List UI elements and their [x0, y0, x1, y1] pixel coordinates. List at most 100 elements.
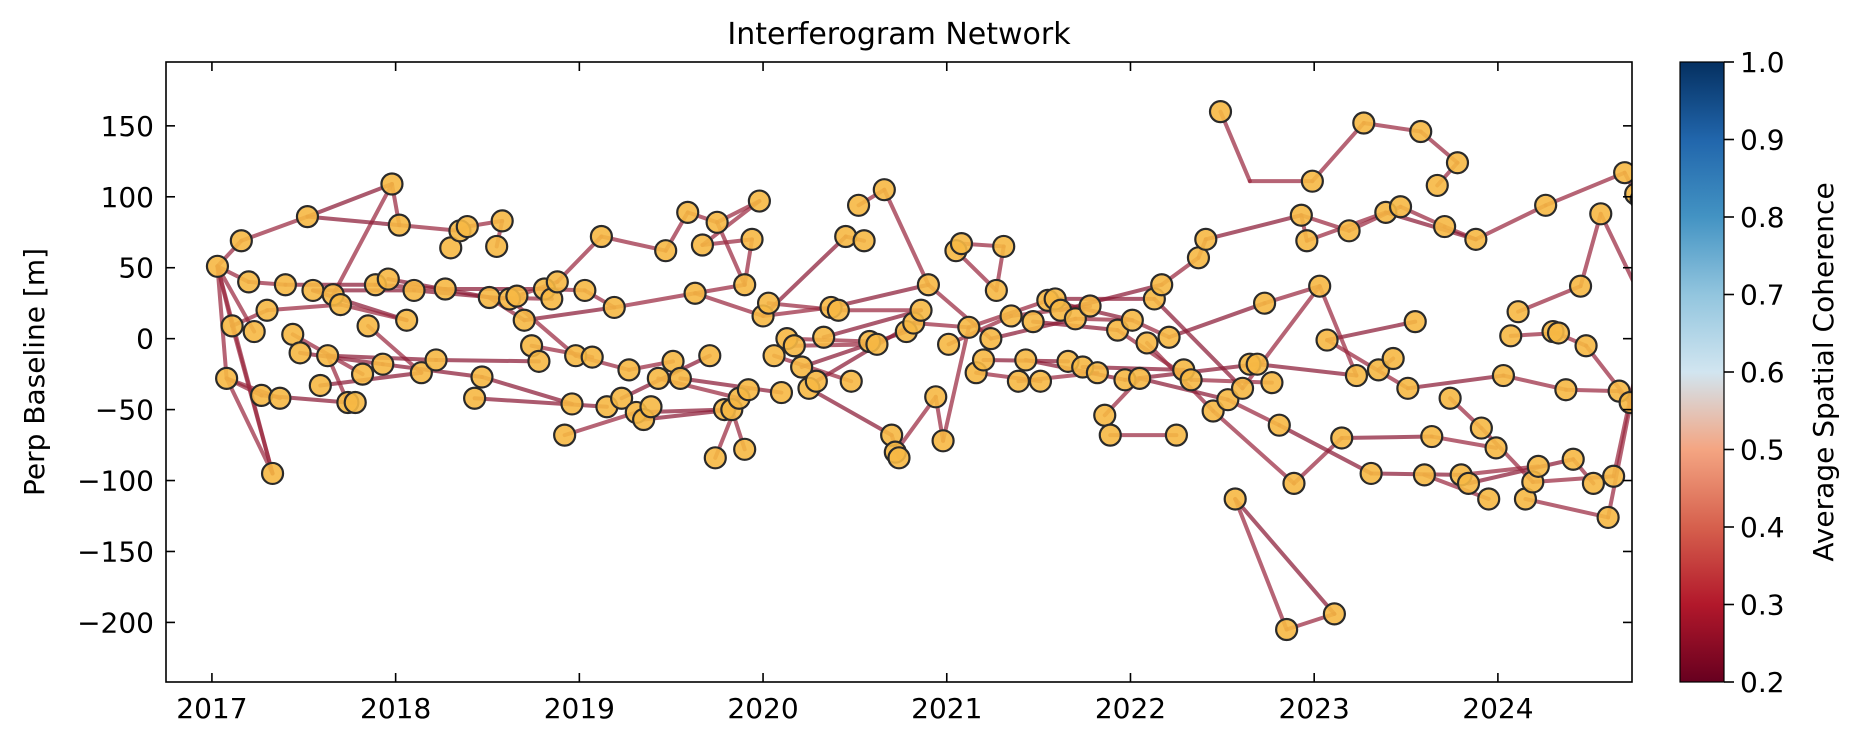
interferogram-edge — [926, 282, 993, 341]
acquisition-node — [589, 224, 613, 249]
acquisition-node — [1267, 413, 1291, 437]
x-tick-label: 2019 — [544, 692, 615, 725]
interferogram-edge — [1211, 409, 1296, 486]
acquisition-node — [237, 270, 261, 294]
acquisition-node — [1006, 369, 1031, 393]
interferogram-edge — [693, 291, 766, 318]
x-tick-label: 2020 — [727, 692, 798, 725]
acquisition-node — [924, 385, 948, 409]
acquisition-node — [1352, 111, 1376, 135]
y-tick-label: 0 — [136, 323, 154, 356]
acquisition-node — [1128, 366, 1152, 390]
acquisition-node — [1337, 219, 1361, 243]
interferogram-edge — [1310, 121, 1366, 184]
acquisition-node — [1403, 310, 1427, 334]
acquisition-node — [295, 205, 320, 229]
acquisition-node — [1063, 307, 1087, 331]
interferogram-edge — [331, 182, 394, 297]
y-tick-label: 150 — [101, 110, 154, 143]
acquisition-node — [220, 314, 244, 338]
y-axis-ticks: 150 100 50 0 −50 −100 −150 −200 — [77, 110, 1632, 639]
interferogram-edge — [700, 199, 762, 248]
acquisition-node — [826, 298, 850, 322]
acquisition-node — [273, 273, 298, 297]
acquisition-node — [762, 344, 786, 368]
acquisition-node — [839, 369, 863, 393]
acquisition-node — [553, 423, 577, 447]
acquisition-node — [1308, 274, 1332, 298]
colorbar-tick-label: 0.5 — [1740, 434, 1785, 467]
interferogram-edge — [507, 296, 578, 358]
acquisition-node — [957, 315, 981, 339]
colorbar-ticks: 1.0 0.9 0.8 0.7 0.6 0.5 0.4 0.3 0.2 — [1724, 46, 1785, 699]
interferogram-edge — [522, 305, 617, 323]
acquisition-node — [1120, 308, 1144, 332]
acquisition-node — [376, 267, 400, 291]
acquisition-node — [705, 210, 729, 234]
acquisition-node — [1179, 368, 1203, 392]
acquisition-node — [545, 270, 569, 294]
colorbar-tick-label: 0.2 — [1740, 666, 1785, 699]
interferogram-edge — [1137, 376, 1230, 402]
acquisition-node — [690, 233, 715, 257]
interferogram-edge — [821, 308, 924, 340]
acquisition-node — [1409, 119, 1433, 144]
acquisition-node — [1078, 294, 1102, 318]
acquisition-node — [573, 278, 597, 303]
acquisition-nodes — [205, 100, 1632, 642]
interferogram-edge — [1598, 211, 1632, 284]
acquisition-node — [424, 348, 448, 372]
acquisition-node — [1469, 416, 1493, 440]
acquisition-node — [1581, 471, 1606, 495]
acquisition-node — [1412, 463, 1437, 487]
acquisition-node — [485, 234, 509, 259]
x-axis-ticks: 2017 2018 2019 2020 2021 2022 2023 2024 — [176, 62, 1534, 725]
y-tick-label: −100 — [77, 465, 154, 498]
interferogram-edge — [366, 323, 424, 375]
acquisition-node — [668, 366, 692, 390]
acquisition-node — [1300, 169, 1324, 193]
acquisition-node — [736, 378, 760, 402]
y-tick-label: −200 — [77, 606, 154, 639]
x-tick-label: 2023 — [1279, 692, 1350, 725]
acquisition-node — [683, 281, 707, 305]
acquisition-node — [1223, 487, 1247, 511]
interferogram-edge — [1233, 496, 1337, 616]
acquisition-node — [1629, 192, 1632, 207]
interferogram-edge — [1233, 496, 1289, 632]
colorbar-label: Average Spatial Coherence — [1807, 182, 1840, 561]
acquisition-node — [260, 461, 285, 486]
acquisition-node — [782, 334, 806, 358]
acquisition-node — [1491, 363, 1516, 388]
interferogram-edge — [472, 396, 609, 409]
acquisition-node — [916, 273, 940, 297]
acquisition-node — [316, 344, 340, 368]
x-tick-label: 2017 — [176, 692, 247, 725]
acquisition-node — [255, 298, 279, 322]
acquisition-node — [1208, 100, 1233, 124]
interferogram-edge — [1473, 203, 1548, 242]
acquisition-node — [1534, 193, 1558, 217]
acquisition-node — [205, 254, 230, 278]
acquisition-node — [852, 229, 876, 253]
acquisition-node — [1085, 361, 1110, 385]
acquisition-node — [1098, 423, 1122, 447]
acquisition-node — [477, 285, 501, 310]
acquisition-node — [639, 395, 663, 419]
acquisition-node — [470, 365, 494, 389]
colorbar-tick-label: 0.6 — [1740, 356, 1785, 389]
acquisition-node — [395, 308, 419, 332]
acquisition-node — [1289, 203, 1313, 227]
acquisition-node — [350, 362, 375, 386]
interferogram-edge — [1167, 301, 1267, 340]
acquisition-node — [733, 437, 757, 461]
acquisition-node — [971, 348, 996, 372]
acquisition-node — [937, 332, 961, 356]
acquisition-node — [992, 234, 1016, 259]
acquisition-node — [1245, 352, 1269, 376]
interferogram-edge — [806, 386, 894, 438]
acquisition-node — [242, 319, 266, 344]
interferogram-edge — [1189, 377, 1274, 385]
plot-frame — [165, 61, 1633, 683]
y-tick-label: −50 — [95, 394, 154, 427]
